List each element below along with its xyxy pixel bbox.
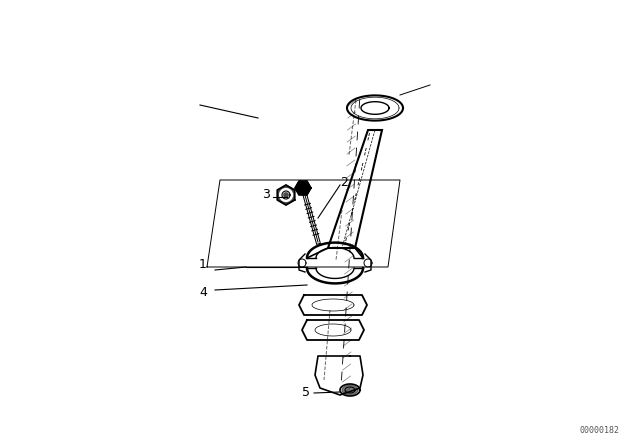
Polygon shape [277,185,294,205]
Text: 2: 2 [340,177,348,190]
Text: 3: 3 [262,189,270,202]
Text: 00000182: 00000182 [580,426,620,435]
Polygon shape [342,385,358,395]
Text: 1: 1 [199,258,207,271]
Text: 5: 5 [302,387,310,400]
Polygon shape [295,181,311,195]
Text: 4: 4 [199,287,207,300]
